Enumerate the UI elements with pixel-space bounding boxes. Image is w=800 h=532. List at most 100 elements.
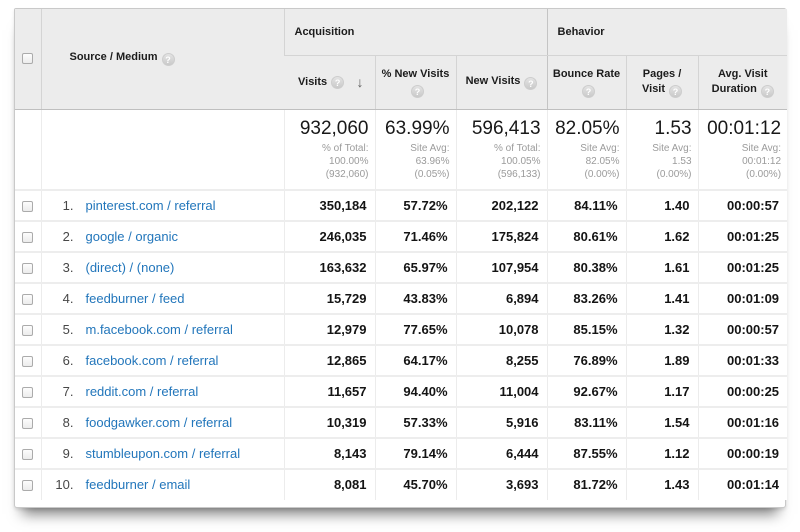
new-visits-cell: 5,916	[455, 405, 548, 438]
column-header-source-medium[interactable]: Source / Medium?	[40, 9, 284, 110]
column-header-pages-visit[interactable]: Pages / Visit?	[625, 55, 699, 110]
help-icon[interactable]: ?	[161, 53, 175, 67]
group-header-acquisition: Acquisition	[283, 9, 548, 56]
new-visits-cell: 6,894	[455, 281, 548, 314]
source-medium-link[interactable]: facebook.com / referral	[85, 352, 219, 368]
row-checkbox[interactable]	[22, 293, 34, 305]
summary-sub-delta: (596,133)	[497, 168, 541, 180]
table-row: 10. feedburner / email 8,081 45.70% 3,693…	[15, 467, 788, 500]
summary-sub-label: % of Total:	[321, 142, 369, 154]
bounce-rate-cell: 87.55%	[546, 436, 627, 469]
metric-header-row: Visits? ↓ % New Visits ? New Visits? Bou…	[15, 55, 788, 110]
bounce-rate-cell: 81.72%	[546, 467, 627, 500]
summary-sub-value: 00:01:12	[742, 155, 782, 167]
summary-avg-duration: 00:01:12 Site Avg: 00:01:12 (0.00%)	[697, 109, 788, 190]
new-visits-cell: 3,693	[455, 467, 548, 500]
table-row: 5. m.facebook.com / referral 12,979 77.65…	[15, 312, 788, 345]
summary-sub-label: Site Avg:	[580, 142, 620, 154]
source-medium-cell: 4. feedburner / feed	[40, 281, 284, 314]
column-header-avg-visit-duration[interactable]: Avg. Visit Duration?	[697, 55, 788, 110]
summary-sub-value: 100.05%	[501, 155, 541, 167]
source-medium-link[interactable]: foodgawker.com / referral	[85, 414, 233, 430]
help-icon[interactable]: ?	[582, 84, 596, 98]
row-rank: 8.	[62, 414, 74, 430]
source-medium-cell: 10. feedburner / email	[40, 467, 284, 500]
source-medium-link[interactable]: (direct) / (none)	[85, 259, 175, 275]
column-header-new-visits[interactable]: New Visits?	[455, 55, 548, 110]
pct-new-visits-cell: 43.83%	[374, 281, 456, 314]
pages-visit-cell: 1.61	[625, 250, 699, 283]
pages-visit-cell: 1.89	[625, 343, 699, 376]
row-checkbox-cell	[15, 436, 41, 469]
row-checkbox-cell	[15, 188, 41, 221]
source-medium-cell: 3. (direct) / (none)	[40, 250, 284, 283]
row-checkbox[interactable]	[22, 231, 34, 243]
row-checkbox[interactable]	[22, 200, 34, 212]
source-medium-link[interactable]: feedburner / email	[85, 477, 191, 492]
help-icon[interactable]: ?	[669, 84, 683, 98]
source-medium-cell: 9. stumbleupon.com / referral	[40, 436, 284, 469]
summary-visits: 932,060 % of Total: 100.00% (932,060)	[283, 109, 375, 190]
pages-visit-cell: 1.32	[625, 312, 699, 345]
column-header-bounce-rate[interactable]: Bounce Rate ?	[546, 55, 627, 110]
bounce-rate-cell: 80.38%	[546, 250, 627, 283]
new-visits-cell: 8,255	[455, 343, 548, 376]
help-icon[interactable]: ?	[524, 76, 538, 90]
row-rank: 5.	[62, 321, 74, 337]
row-rank: 7.	[62, 383, 74, 399]
summary-checkbox-cell	[15, 109, 41, 190]
row-checkbox-cell	[15, 467, 41, 500]
help-icon[interactable]: ?	[331, 75, 345, 89]
pct-new-visits-cell: 94.40%	[374, 374, 456, 407]
avg-duration-cell: 00:00:25	[697, 374, 788, 407]
avg-duration-label-line2: Duration	[711, 82, 757, 95]
visits-cell: 11,657	[283, 374, 375, 407]
row-rank: 9.	[62, 445, 74, 461]
row-checkbox[interactable]	[22, 448, 34, 460]
source-medium-link[interactable]: m.facebook.com / referral	[85, 321, 233, 337]
source-medium-link[interactable]: pinterest.com / referral	[85, 197, 216, 213]
source-medium-link[interactable]: reddit.com / referral	[85, 383, 199, 399]
row-checkbox[interactable]	[22, 262, 34, 274]
bounce-rate-cell: 85.15%	[546, 312, 627, 345]
source-medium-cell: 1. pinterest.com / referral	[40, 188, 284, 221]
row-checkbox[interactable]	[22, 355, 34, 367]
avg-duration-cell: 00:01:16	[697, 405, 788, 438]
avg-duration-cell: 00:00:19	[697, 436, 788, 469]
avg-duration-cell: 00:01:33	[697, 343, 788, 376]
source-medium-link[interactable]: google / organic	[85, 228, 179, 244]
select-all-cell	[15, 9, 42, 110]
row-checkbox-cell	[15, 374, 41, 407]
pct-new-visits-cell: 57.72%	[374, 188, 456, 221]
bounce-rate-cell: 92.67%	[546, 374, 627, 407]
table-row: 4. feedburner / feed 15,729 43.83% 6,894 …	[15, 281, 788, 314]
row-checkbox-cell	[15, 219, 41, 252]
help-icon[interactable]: ?	[760, 84, 774, 98]
pct-new-visits-cell: 77.65%	[374, 312, 456, 345]
summary-sub-value: 100.00%	[329, 155, 369, 167]
row-checkbox-cell	[15, 281, 41, 314]
help-icon[interactable]: ?	[411, 84, 424, 98]
row-checkbox[interactable]	[22, 417, 34, 429]
source-medium-link[interactable]: feedburner / feed	[85, 290, 185, 306]
pct-new-visits-cell: 64.17%	[374, 343, 456, 376]
select-all-checkbox[interactable]	[22, 53, 34, 65]
column-header-visits[interactable]: Visits? ↓	[284, 55, 375, 110]
analytics-table-panel: Source / Medium? Acquisition Behavior Vi…	[14, 8, 788, 508]
pct-new-visits-cell: 45.70%	[374, 467, 456, 500]
row-checkbox[interactable]	[22, 386, 34, 398]
row-checkbox[interactable]	[22, 480, 34, 492]
visits-cell: 10,319	[283, 405, 375, 438]
column-header-pct-new-visits[interactable]: % New Visits ?	[374, 55, 456, 110]
sort-descending-icon[interactable]: ↓	[356, 74, 364, 90]
row-rank: 6.	[62, 352, 74, 368]
avg-duration-cell: 00:01:25	[697, 250, 788, 283]
pct-new-visits-label: % New Visits	[381, 67, 450, 80]
summary-new-visits: 596,413 % of Total: 100.05% (596,133)	[455, 109, 548, 190]
bounce-rate-cell: 80.61%	[546, 219, 627, 252]
row-rank: 2.	[62, 228, 74, 244]
source-medium-link[interactable]: stumbleupon.com / referral	[85, 445, 241, 461]
table-row: 1. pinterest.com / referral 350,184 57.72…	[15, 188, 788, 221]
section-header-row: Source / Medium? Acquisition Behavior	[15, 9, 788, 110]
row-checkbox[interactable]	[22, 324, 34, 336]
